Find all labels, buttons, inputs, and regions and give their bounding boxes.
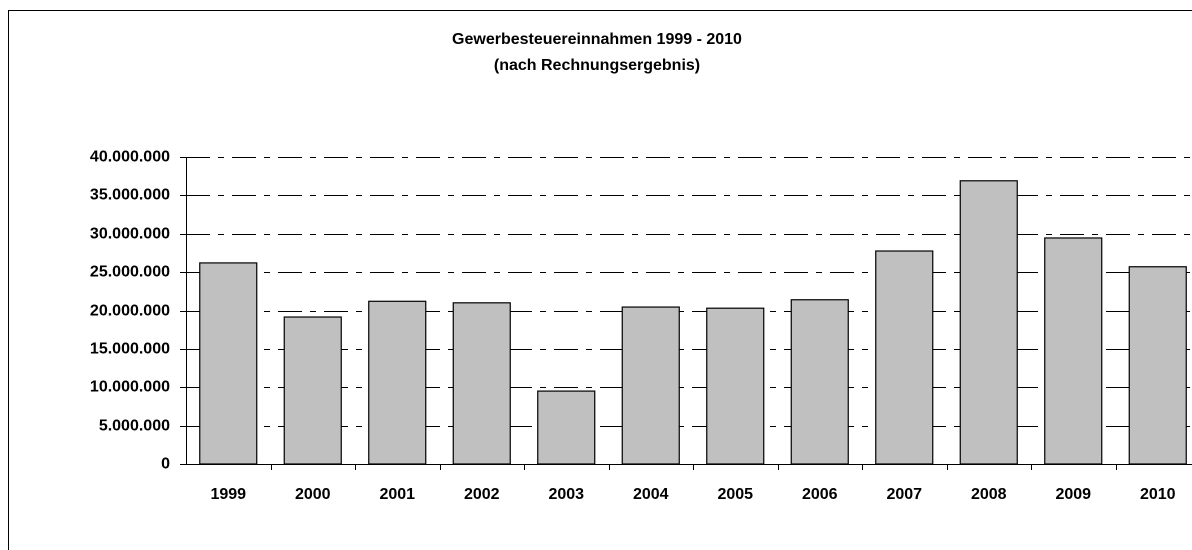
- x-tick-label: 2005: [717, 486, 753, 503]
- bar: [452, 302, 511, 465]
- y-tick-label: 35.000.000: [90, 187, 170, 204]
- bar: [537, 390, 596, 465]
- bar: [1044, 237, 1103, 465]
- bar: [283, 316, 342, 465]
- chart-subtitle: (nach Rechnungsergebnis): [494, 57, 700, 74]
- x-tick-label: 2001: [379, 486, 415, 503]
- y-tick-label: 30.000.000: [90, 226, 170, 243]
- bar: [368, 300, 427, 465]
- bar: [706, 307, 765, 465]
- x-tick-label: 2007: [886, 486, 922, 503]
- y-tick-label: 40.000.000: [90, 149, 170, 166]
- x-tick-label: 1999: [210, 486, 246, 503]
- x-tick-label: 2002: [464, 486, 500, 503]
- x-tick-label: 2003: [548, 486, 584, 503]
- x-tick-label: 2000: [295, 486, 331, 503]
- y-tick-label: 15.000.000: [90, 341, 170, 358]
- x-tick-label: 2006: [802, 486, 838, 503]
- y-tick-label: 10.000.000: [90, 379, 170, 396]
- bar: [1128, 266, 1187, 465]
- bar: [621, 306, 680, 465]
- x-tick-label: 2010: [1140, 486, 1176, 503]
- bar: [790, 299, 849, 465]
- x-tick-label: 2009: [1055, 486, 1091, 503]
- x-tick-label: 2004: [633, 486, 669, 503]
- y-tick-label: 25.000.000: [90, 264, 170, 281]
- bar: [959, 180, 1018, 465]
- y-tick-label: 20.000.000: [90, 303, 170, 320]
- y-tick-label: 0: [161, 456, 170, 473]
- bar: [875, 250, 934, 465]
- chart-frame: [8, 10, 1192, 550]
- chart-title: Gewerbesteuereinnahmen 1999 - 2010: [452, 31, 742, 48]
- x-tick-label: 2008: [971, 486, 1007, 503]
- bar: [199, 262, 258, 465]
- y-tick-label: 5.000.000: [99, 418, 170, 435]
